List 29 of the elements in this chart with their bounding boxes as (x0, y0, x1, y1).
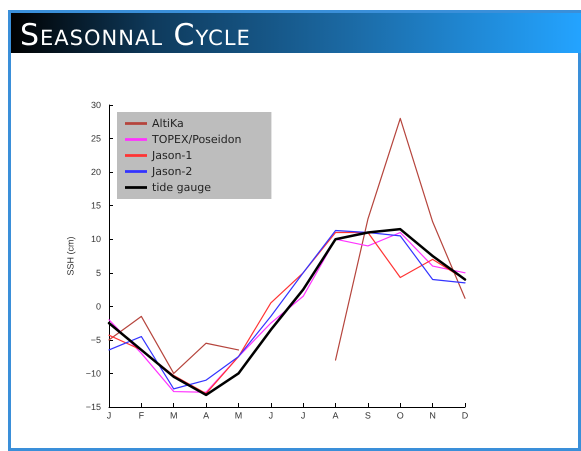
x-tick-label: J (300, 410, 306, 420)
y-tick-label: 30 (90, 100, 101, 110)
y-tick-label: −5 (90, 334, 101, 345)
legend-label: AltiKa (152, 117, 184, 130)
y-tick-label: 25 (90, 134, 101, 144)
x-tick-label: D (462, 410, 469, 420)
y-tick-label: 10 (90, 234, 101, 244)
y-tick-label: 0 (96, 301, 101, 312)
x-tick-label: O (396, 410, 404, 420)
legend-label: Jason-1 (151, 149, 192, 162)
y-tick-label: 5 (96, 268, 101, 278)
x-tick-label: J (106, 410, 112, 420)
y-tick-label: 20 (90, 167, 101, 178)
y-axis-title: SSH (cm) (65, 236, 76, 276)
legend-label: tide gauge (152, 181, 212, 194)
x-tick-label: J (268, 410, 274, 420)
chart-title: Seasonnal Cycle (20, 18, 251, 53)
y-tick-label: 15 (90, 200, 101, 211)
y-tick-label: −15 (86, 402, 101, 412)
legend-label: TOPEX/Poseidon (151, 133, 242, 146)
x-tick-label: N (429, 410, 436, 420)
y-tick-label: −10 (86, 368, 101, 378)
x-tick-label: M (170, 410, 178, 420)
x-tick-label: M (234, 410, 242, 420)
x-tick-label: F (138, 410, 145, 420)
x-tick-label: A (203, 410, 210, 420)
x-tick-label: S (364, 410, 371, 420)
x-tick-label: A (332, 410, 339, 420)
legend-label: Jason-2 (151, 165, 192, 178)
